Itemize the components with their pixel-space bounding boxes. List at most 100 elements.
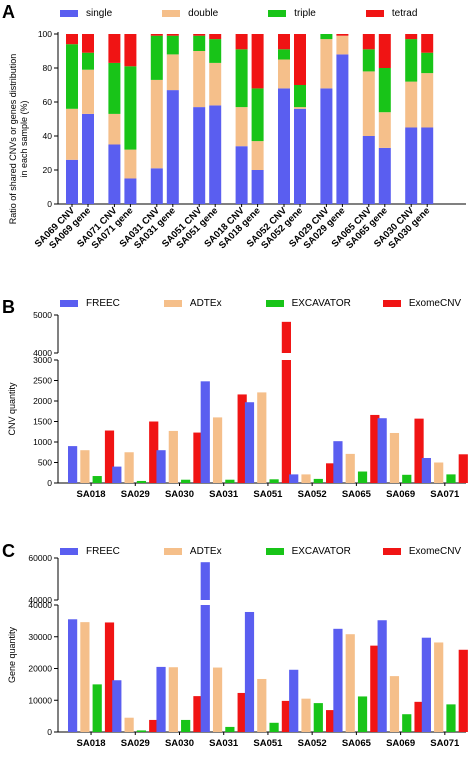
- bar-exomecnv: [326, 710, 336, 732]
- y-tick-label: 3000: [33, 355, 52, 365]
- bar-freec: [156, 666, 166, 732]
- bar-triple: [124, 66, 137, 150]
- bar-excavator: [446, 704, 456, 732]
- x-tick-label: SA018: [77, 489, 106, 500]
- bar-single: [294, 108, 306, 204]
- bar-adtex: [212, 667, 223, 732]
- x-tick-label: SA069: [386, 489, 415, 500]
- bar-freec: [421, 457, 431, 483]
- panel-a: A single double triple tetrad 0 20 40 60 80 1…: [0, 0, 472, 300]
- legend-item-adtex-c: ADTEx: [163, 546, 222, 557]
- bar-adtex: [301, 474, 311, 483]
- bar-single: [336, 54, 349, 205]
- bar-excavator: [181, 479, 191, 483]
- bar-adtex: [168, 430, 178, 483]
- y-axis-label-a-line2: in each sample (%): [19, 100, 29, 177]
- y-axis-label: CNV quantity: [7, 382, 17, 436]
- legend-a: single double triple tetrad: [60, 8, 439, 19]
- bar-single: [124, 178, 137, 204]
- bar-tetrad: [82, 34, 94, 53]
- x-tick-label: SA029: [121, 738, 150, 749]
- bar-single: [320, 88, 333, 204]
- bar-adtex: [80, 450, 90, 483]
- bar-adtex: [168, 667, 178, 732]
- bar-triple: [405, 39, 418, 82]
- bar-adtex: [434, 462, 444, 483]
- bar-adtex: [257, 678, 267, 732]
- bar-excavator: [136, 480, 147, 483]
- bar-exomecnv: [370, 414, 380, 483]
- bar-triple: [66, 44, 78, 109]
- y-tick-label: 0: [47, 478, 52, 488]
- bar-triple: [235, 49, 248, 108]
- y-tick-label: 1000: [33, 437, 52, 447]
- bar-exomecnv: [237, 692, 247, 732]
- bar-excavator: [92, 476, 102, 483]
- y-tick-label: 5000: [33, 310, 52, 320]
- bar-exomecnv: [237, 394, 247, 483]
- bar-adtex: [124, 452, 134, 483]
- bar-excavator: [136, 730, 147, 732]
- y-tick-label: 10000: [28, 695, 52, 705]
- bar-adtex: [257, 392, 267, 483]
- bar-triple: [166, 35, 179, 55]
- legend-item-single: single: [60, 8, 112, 19]
- bar-single: [150, 168, 163, 204]
- y-tick-label: 40000: [28, 595, 52, 605]
- y-tick-label: 30000: [28, 632, 52, 642]
- y-tick-label-a: 100: [38, 29, 52, 39]
- bar-tetrad: [421, 34, 434, 53]
- bar-adtex: [124, 717, 134, 732]
- bar-triple: [251, 88, 264, 142]
- panel-c: C FREEC ADTEx EXCAVATOR ExomeCNV 0 10000 2…: [0, 535, 472, 768]
- bar-freec: [156, 450, 166, 483]
- bar-excavator: [269, 722, 279, 732]
- x-tick-label: SA031: [209, 489, 239, 500]
- bar-tetrad: [362, 34, 375, 50]
- bar-tetrad: [66, 34, 78, 45]
- bar-exomecnv: [370, 645, 380, 732]
- bar-adtex: [212, 417, 223, 483]
- y-tick-label: 60000: [28, 553, 52, 563]
- legend-b: FREEC ADTEx EXCAVATOR ExomeCNV: [60, 298, 472, 309]
- bar-adtex: [389, 432, 400, 483]
- y-axis-label: Gene quantity: [7, 626, 17, 683]
- bar-triple: [193, 35, 206, 51]
- bar-freec: [112, 466, 122, 483]
- y-tick-label: 500: [38, 458, 52, 468]
- bar-adtex: [345, 453, 355, 483]
- panel-label-b: B: [2, 297, 15, 317]
- legend-item-freec-b: FREEC: [60, 298, 120, 309]
- bar-tetrad: [294, 34, 306, 85]
- bar-tetrad: [209, 34, 222, 40]
- bar-freec: [289, 669, 299, 732]
- bar-triple: [150, 35, 163, 80]
- bar-excavator: [446, 474, 456, 483]
- bar-freec: [244, 402, 255, 483]
- bar-single: [193, 107, 206, 204]
- panel-label-c: C: [2, 541, 15, 561]
- panel-b: B FREEC ADTEx EXCAVATOR ExomeCNV 0 500 100…: [0, 285, 472, 525]
- bar-freec: [200, 381, 210, 483]
- bar-triple: [421, 52, 434, 74]
- bar-tetrad: [235, 34, 248, 50]
- y-tick-label: 0: [47, 727, 52, 737]
- bar-double: [82, 69, 94, 114]
- y-tick-label: 4000: [33, 348, 52, 358]
- bar-excavator: [402, 714, 412, 732]
- y-tick-label: 20000: [28, 664, 52, 674]
- bar-single: [421, 127, 434, 204]
- panel-label-a: A: [2, 2, 15, 22]
- x-tick-label: SA029: [121, 489, 150, 500]
- bar-freec: [112, 680, 122, 732]
- bar-double: [166, 54, 179, 91]
- y-tick-label-a: 40: [43, 131, 53, 141]
- bar-tetrad: [251, 34, 264, 89]
- legend-item-adtex-b: ADTEx: [163, 298, 222, 309]
- legend-item-triple: triple: [268, 8, 316, 19]
- bar-double: [320, 39, 333, 89]
- bar-freec: [377, 620, 387, 732]
- bar-single: [362, 136, 375, 204]
- bar-double: [193, 51, 206, 108]
